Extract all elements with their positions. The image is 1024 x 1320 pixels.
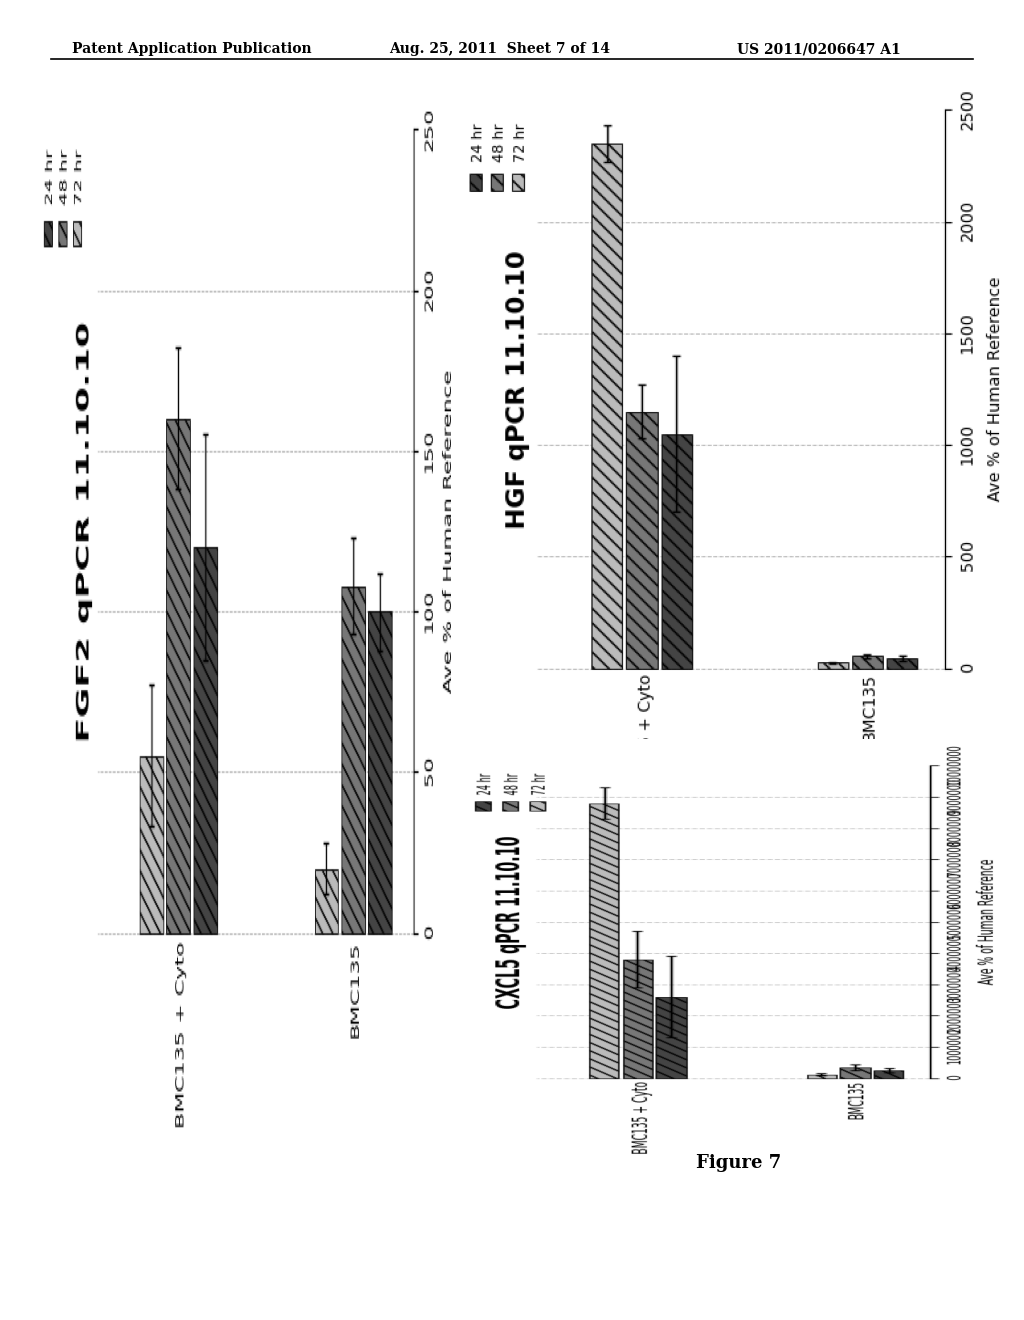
Text: Aug. 25, 2011  Sheet 7 of 14: Aug. 25, 2011 Sheet 7 of 14 xyxy=(389,42,610,57)
Text: Patent Application Publication: Patent Application Publication xyxy=(72,42,311,57)
Text: US 2011/0206647 A1: US 2011/0206647 A1 xyxy=(737,42,901,57)
Text: Figure 7: Figure 7 xyxy=(696,1154,781,1172)
